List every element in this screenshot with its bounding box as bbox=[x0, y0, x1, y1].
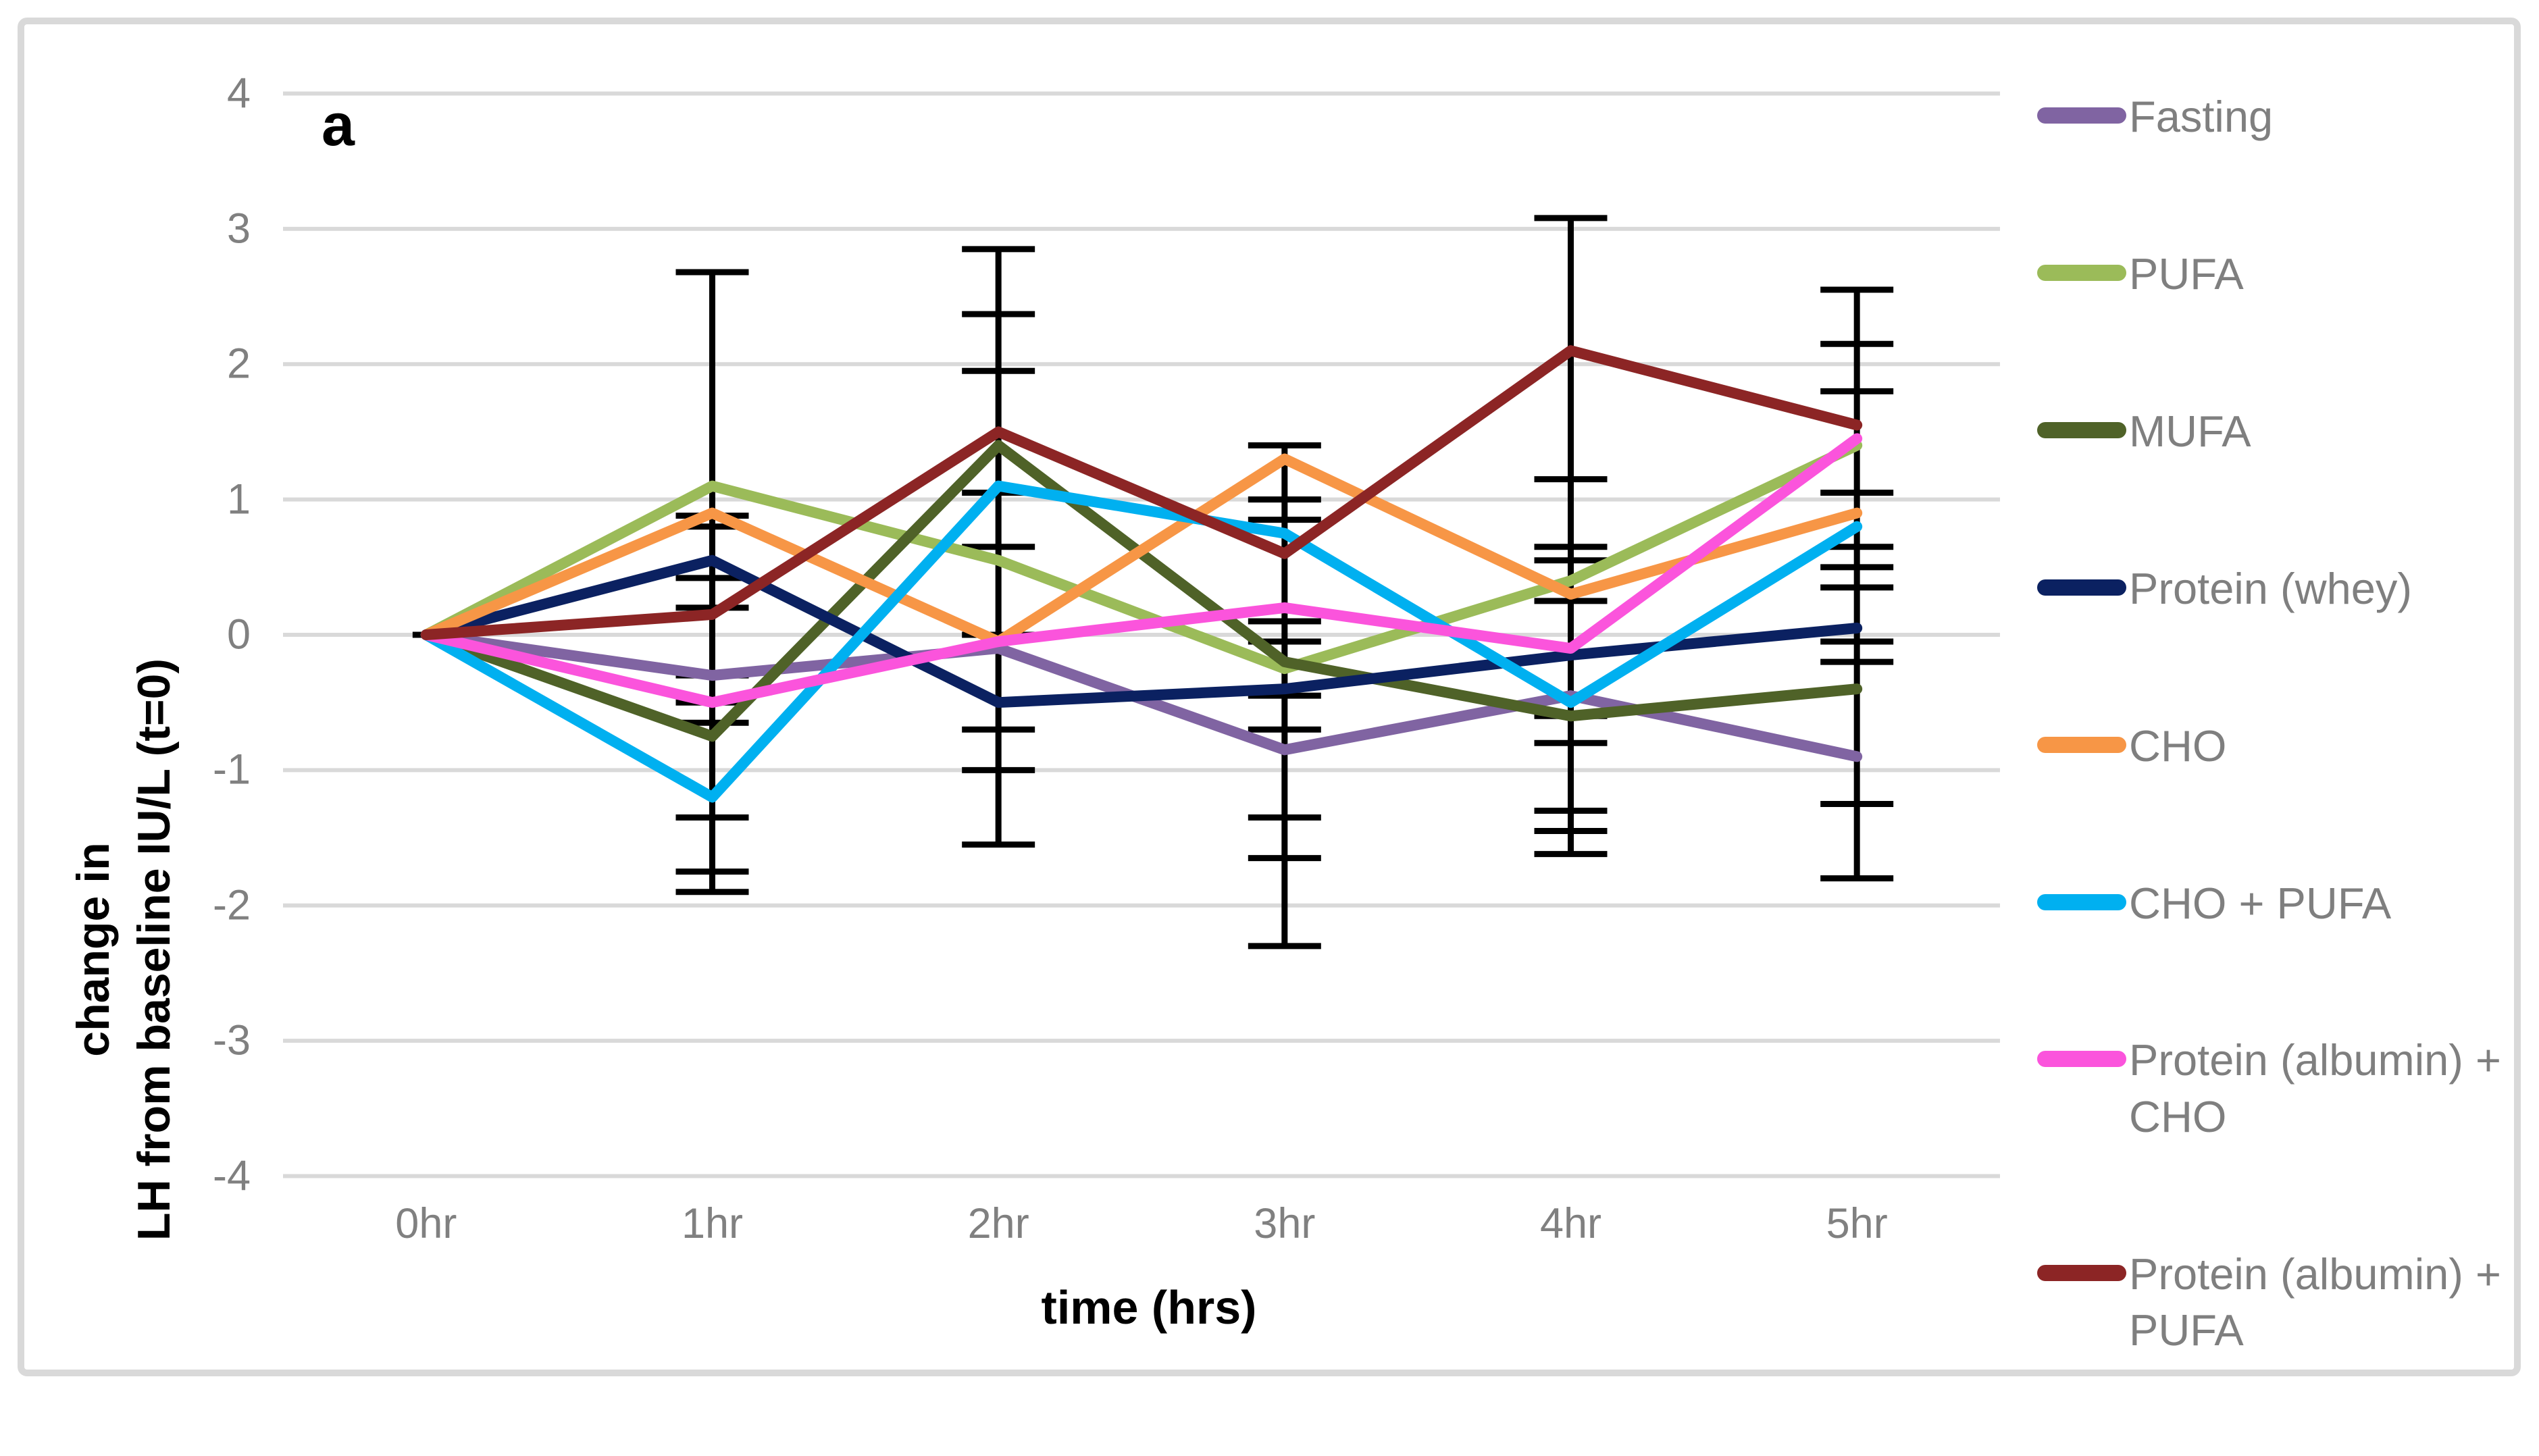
y-tick-label--2: -2 bbox=[212, 881, 251, 929]
legend-item-fasting: Fasting bbox=[2037, 88, 2523, 145]
figure-frame: a 4 3 2 1 0 -1 -2 -3 -4 0hr 1hr 2hr 3hr 4hr 5hr chang… bbox=[18, 18, 2521, 1376]
y-tick-label-0: 0 bbox=[226, 610, 251, 658]
legend-item-protein-albumin-cho: Protein (albumin) + CHO bbox=[2037, 1032, 2523, 1144]
legend-label-cho-pufa: CHO + PUFA bbox=[2129, 875, 2391, 931]
legend-label-line: Protein (albumin) + bbox=[2129, 1249, 2501, 1299]
y-tick-label-3: 3 bbox=[226, 205, 251, 253]
legend-swatch-mufa bbox=[2037, 421, 2126, 438]
y-tick-label--3: -3 bbox=[212, 1016, 251, 1064]
series-line-protein-albumin-pufa bbox=[420, 345, 1863, 640]
y-tick-label--1: -1 bbox=[212, 746, 251, 794]
series-line-cho bbox=[420, 453, 1863, 648]
legend-label-line: CHO + PUFA bbox=[2129, 878, 2392, 928]
legend-label-cho: CHO bbox=[2129, 718, 2226, 774]
legend-swatch-protein-albumin-pufa bbox=[2037, 1264, 2126, 1281]
legend-swatch-cho bbox=[2037, 736, 2126, 753]
legend-item-mufa: MUFA bbox=[2037, 403, 2523, 459]
legend-swatch-cho-pufa bbox=[2037, 893, 2126, 910]
legend-label-line: Protein (albumin) + bbox=[2129, 1035, 2501, 1085]
y-axis-title-line1: change in bbox=[68, 842, 119, 1057]
legend-label-mufa: MUFA bbox=[2129, 403, 2251, 459]
legend: Fasting PUFA MUFA Protein (whey) CHO CHO + PU… bbox=[2037, 88, 2523, 1358]
x-axis-title: time (hrs) bbox=[1041, 1281, 1257, 1334]
y-tick-label-4: 4 bbox=[226, 70, 251, 117]
legend-item-cho: CHO bbox=[2037, 718, 2523, 774]
legend-label-line: PUFA bbox=[2129, 249, 2244, 298]
legend-label-line: CHO bbox=[2129, 721, 2227, 771]
y-tick-label-1: 1 bbox=[226, 475, 251, 523]
x-tick-label-5hr: 5hr bbox=[1826, 1200, 1888, 1247]
series-line-protein-albumin-cho bbox=[420, 433, 1863, 708]
x-tick-label-1hr: 1hr bbox=[681, 1200, 744, 1247]
x-tick-label-2hr: 2hr bbox=[967, 1200, 1029, 1247]
line-chart-plot bbox=[283, 91, 2000, 1178]
legend-item-protein-whey: Protein (whey) bbox=[2037, 561, 2523, 617]
legend-swatch-fasting bbox=[2037, 107, 2126, 124]
y-tick-label-2: 2 bbox=[226, 340, 251, 388]
series-line-cho-pufa bbox=[420, 480, 1863, 803]
legend-item-cho-pufa: CHO + PUFA bbox=[2037, 875, 2523, 931]
legend-label-line: CHO bbox=[2129, 1091, 2227, 1141]
legend-swatch-protein-whey bbox=[2037, 579, 2126, 596]
legend-label-protein-whey: Protein (whey) bbox=[2129, 561, 2412, 617]
x-tick-label-0hr: 0hr bbox=[395, 1200, 457, 1247]
legend-label-protein-albumin-cho: Protein (albumin) + CHO bbox=[2129, 1032, 2501, 1144]
legend-label-pufa: PUFA bbox=[2129, 246, 2244, 302]
series-line-protein-whey bbox=[420, 554, 1863, 708]
y-axis-title: change in LH from baseline IU/L (t=0) bbox=[63, 443, 185, 1456]
x-tick-label-3hr: 3hr bbox=[1254, 1200, 1316, 1247]
x-tick-label-4hr: 4hr bbox=[1539, 1200, 1602, 1247]
legend-swatch-pufa bbox=[2037, 264, 2126, 281]
legend-label-line: Fasting bbox=[2129, 92, 2274, 141]
legend-item-protein-albumin-pufa: Protein (albumin) + PUFA bbox=[2037, 1246, 2523, 1358]
legend-label-line: MUFA bbox=[2129, 406, 2251, 456]
legend-label-line: PUFA bbox=[2129, 1305, 2244, 1355]
panel-label: a bbox=[322, 91, 355, 158]
legend-label-protein-albumin-pufa: Protein (albumin) + PUFA bbox=[2129, 1246, 2501, 1358]
legend-label-line: Protein (whey) bbox=[2129, 563, 2413, 613]
legend-item-pufa: PUFA bbox=[2037, 246, 2523, 302]
series-line-pufa bbox=[420, 440, 1863, 675]
y-axis-title-line2: LH from baseline IU/L (t=0) bbox=[128, 658, 180, 1241]
legend-swatch-protein-albumin-cho bbox=[2037, 1051, 2126, 1068]
legend-label-fasting: Fasting bbox=[2129, 88, 2273, 145]
y-tick-label--4: -4 bbox=[212, 1152, 251, 1199]
